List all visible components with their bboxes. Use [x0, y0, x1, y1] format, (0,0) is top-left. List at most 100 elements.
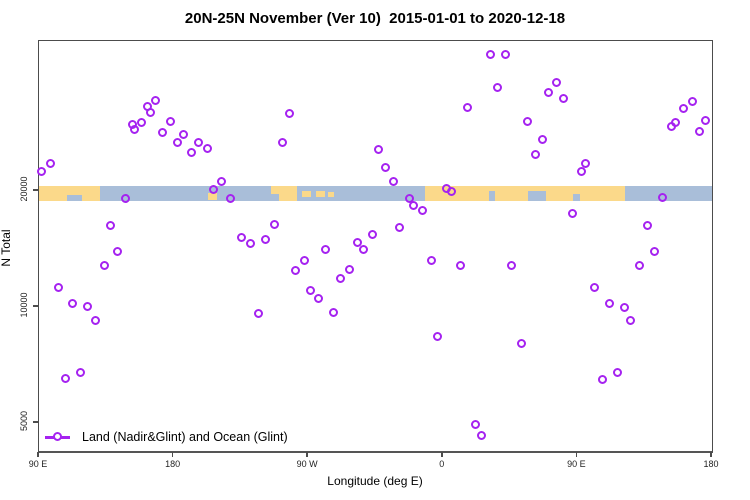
- data-point: [358, 244, 368, 254]
- data-point: [90, 316, 100, 326]
- data-point: [194, 138, 204, 148]
- data-point: [261, 235, 271, 245]
- data-point: [158, 128, 168, 138]
- data-point: [418, 205, 428, 215]
- data-point: [68, 298, 78, 308]
- data-point: [225, 193, 235, 203]
- legend-marker-circle-icon: [53, 432, 62, 441]
- data-point: [642, 221, 652, 231]
- data-point: [463, 102, 473, 112]
- data-point: [313, 293, 323, 303]
- data-point: [99, 260, 109, 270]
- water-overlay: [489, 190, 496, 201]
- data-point: [146, 107, 156, 117]
- data-point: [446, 186, 456, 196]
- data-point: [485, 50, 495, 60]
- data-point: [373, 145, 383, 155]
- x-tick-mark: [441, 452, 443, 457]
- y-tick-mark: [33, 189, 38, 191]
- data-point: [352, 237, 362, 247]
- water-overlay: [528, 191, 546, 201]
- data-point: [53, 283, 63, 293]
- data-point: [568, 209, 577, 219]
- x-tick-label: 90 E: [28, 459, 48, 469]
- data-point: [120, 193, 130, 203]
- data-point: [476, 431, 486, 441]
- data-point: [345, 264, 355, 274]
- chart-title: 20N-25N November (Ver 10) 2015-01-01 to …: [184, 10, 566, 27]
- data-point: [433, 331, 443, 341]
- x-tick-label: 90 W: [296, 459, 318, 469]
- data-point: [113, 246, 123, 256]
- data-point: [517, 339, 527, 349]
- land-segment: [279, 186, 297, 201]
- data-point: [523, 116, 533, 126]
- data-point: [300, 255, 310, 265]
- data-point: [701, 116, 711, 126]
- land-segment: [302, 191, 312, 198]
- data-point: [306, 286, 316, 296]
- data-point: [270, 220, 280, 230]
- world-map-band: [39, 186, 712, 201]
- data-point: [381, 163, 391, 173]
- data-point: [367, 229, 377, 239]
- data-point: [328, 307, 338, 317]
- y-tick-label: 10000: [19, 292, 29, 318]
- data-point: [695, 127, 705, 137]
- data-point: [581, 159, 591, 169]
- y-tick-label: 20000: [19, 176, 29, 202]
- data-point: [137, 118, 147, 128]
- x-tick-mark: [37, 452, 39, 457]
- data-point: [597, 374, 607, 384]
- data-point: [678, 103, 688, 113]
- data-point: [46, 159, 56, 169]
- data-point: [687, 97, 697, 107]
- y-axis-label: N Total: [0, 229, 13, 267]
- data-point: [530, 150, 540, 160]
- data-point: [75, 367, 85, 377]
- data-point: [246, 238, 256, 248]
- legend: Land (Nadir&Glint) and Ocean (Glint): [45, 430, 288, 444]
- data-point: [105, 221, 115, 231]
- data-point: [493, 82, 503, 92]
- land-segment: [328, 192, 335, 198]
- data-point: [321, 244, 331, 254]
- plot-area: Land (Nadir&Glint) and Ocean (Glint): [37, 40, 713, 453]
- data-point: [150, 96, 160, 106]
- data-point: [37, 167, 47, 177]
- data-point: [186, 148, 196, 158]
- data-point: [657, 192, 667, 202]
- data-point: [277, 137, 287, 147]
- y-tick-mark: [33, 305, 38, 307]
- data-point: [626, 316, 636, 326]
- land-segment: [315, 191, 325, 198]
- data-point: [620, 302, 630, 312]
- water-overlay: [67, 195, 83, 201]
- data-point: [409, 200, 419, 210]
- legend-label: Land (Nadir&Glint) and Ocean (Glint): [82, 430, 288, 444]
- data-point: [470, 420, 480, 430]
- data-point: [551, 77, 561, 87]
- data-point: [129, 125, 139, 135]
- data-point: [388, 177, 398, 187]
- data-point: [427, 255, 437, 265]
- data-point: [500, 50, 510, 60]
- data-point: [635, 260, 645, 270]
- data-point: [671, 117, 681, 127]
- x-tick-mark: [710, 452, 712, 457]
- data-point: [179, 129, 189, 139]
- x-tick-mark: [575, 452, 578, 457]
- data-point: [336, 274, 346, 284]
- data-point: [544, 87, 554, 97]
- data-point: [253, 308, 263, 318]
- x-axis-label: Longitude (deg E): [327, 474, 423, 488]
- x-tick-label: 180: [165, 459, 181, 469]
- data-point: [590, 283, 600, 293]
- data-point: [559, 93, 569, 103]
- data-point: [61, 373, 71, 383]
- data-point: [291, 266, 301, 276]
- data-point: [538, 134, 548, 144]
- data-point: [216, 177, 226, 187]
- data-point: [83, 302, 93, 312]
- x-tick-label: 90 E: [567, 459, 586, 469]
